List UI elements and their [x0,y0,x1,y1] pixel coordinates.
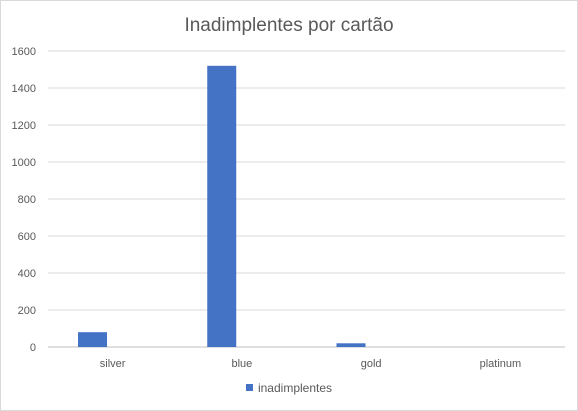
bar-blue [207,65,237,348]
bar-silver [78,332,107,347]
y-tick-label: 1200 [12,120,36,132]
y-tick-label: 200 [18,305,36,317]
x-tick-label: gold [361,358,382,370]
legend-swatch [245,384,253,392]
x-tick-label: platinum [480,358,522,370]
chart-title: Inadimplentes por cartão [184,15,394,36]
y-tick-label: 1400 [12,83,36,95]
y-tick-label: 1600 [12,46,36,58]
y-tick-label: 400 [18,268,36,280]
y-tick-label: 800 [18,194,36,206]
x-tick-label: blue [231,358,252,370]
y-tick-label: 600 [18,231,36,243]
legend-label: inadimplentes [257,381,333,395]
y-tick-label: 1000 [12,157,36,169]
y-tick-label: 0 [30,342,36,354]
legend: inadimplentes [1,381,577,395]
bar-gold [336,343,366,347]
x-tick-label: silver [100,358,126,370]
